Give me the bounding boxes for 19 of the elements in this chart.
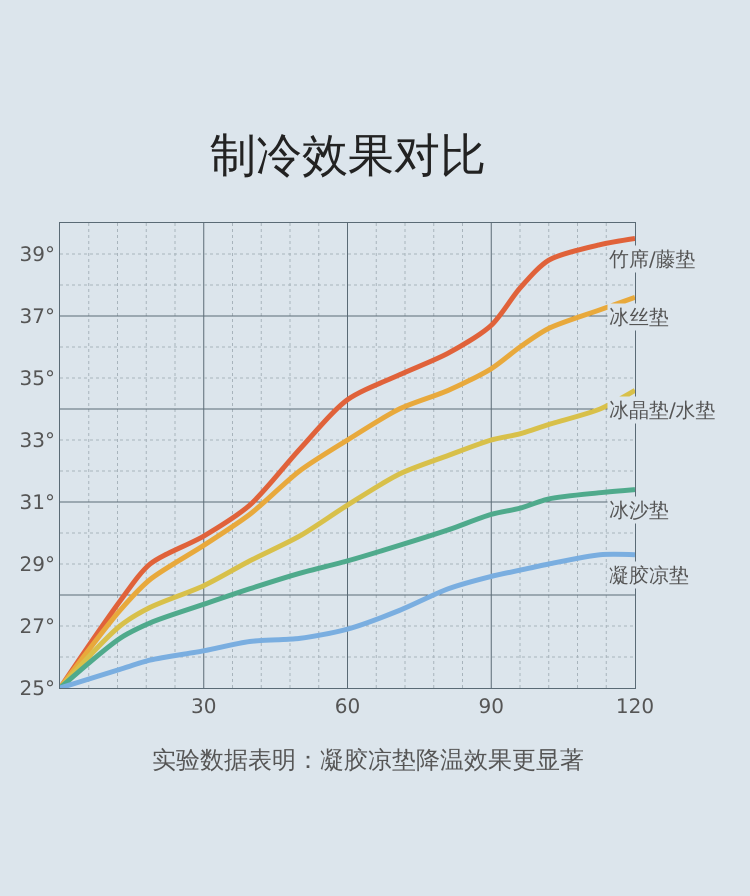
y-tick-label: 39°: [20, 242, 55, 266]
series-label: 冰沙垫: [609, 498, 669, 522]
y-tick-label: 25°: [20, 676, 55, 700]
x-tick-label: 60: [334, 694, 360, 718]
text: 实验数据表明：凝胶凉垫降温效果更显著: [152, 746, 584, 774]
y-tick-label: 33°: [20, 428, 55, 452]
series-label: 凝胶凉垫: [609, 563, 689, 587]
y-tick-label: 35°: [20, 366, 55, 390]
y-tick-label: 27°: [20, 614, 55, 638]
series-label: 冰丝垫: [609, 305, 669, 329]
y-tick-label: 31°: [20, 490, 55, 514]
y-tick-label: 37°: [20, 304, 55, 328]
chart-title: 制冷效果对比: [210, 128, 486, 182]
series-label: 冰晶垫/水垫: [609, 398, 716, 422]
x-tick-label: 90: [478, 694, 504, 718]
x-tick-label: 120: [616, 694, 654, 718]
x-tick-label: 30: [191, 694, 216, 718]
series-label: 竹席/藤垫: [609, 247, 696, 271]
y-tick-label: 29°: [20, 552, 55, 576]
